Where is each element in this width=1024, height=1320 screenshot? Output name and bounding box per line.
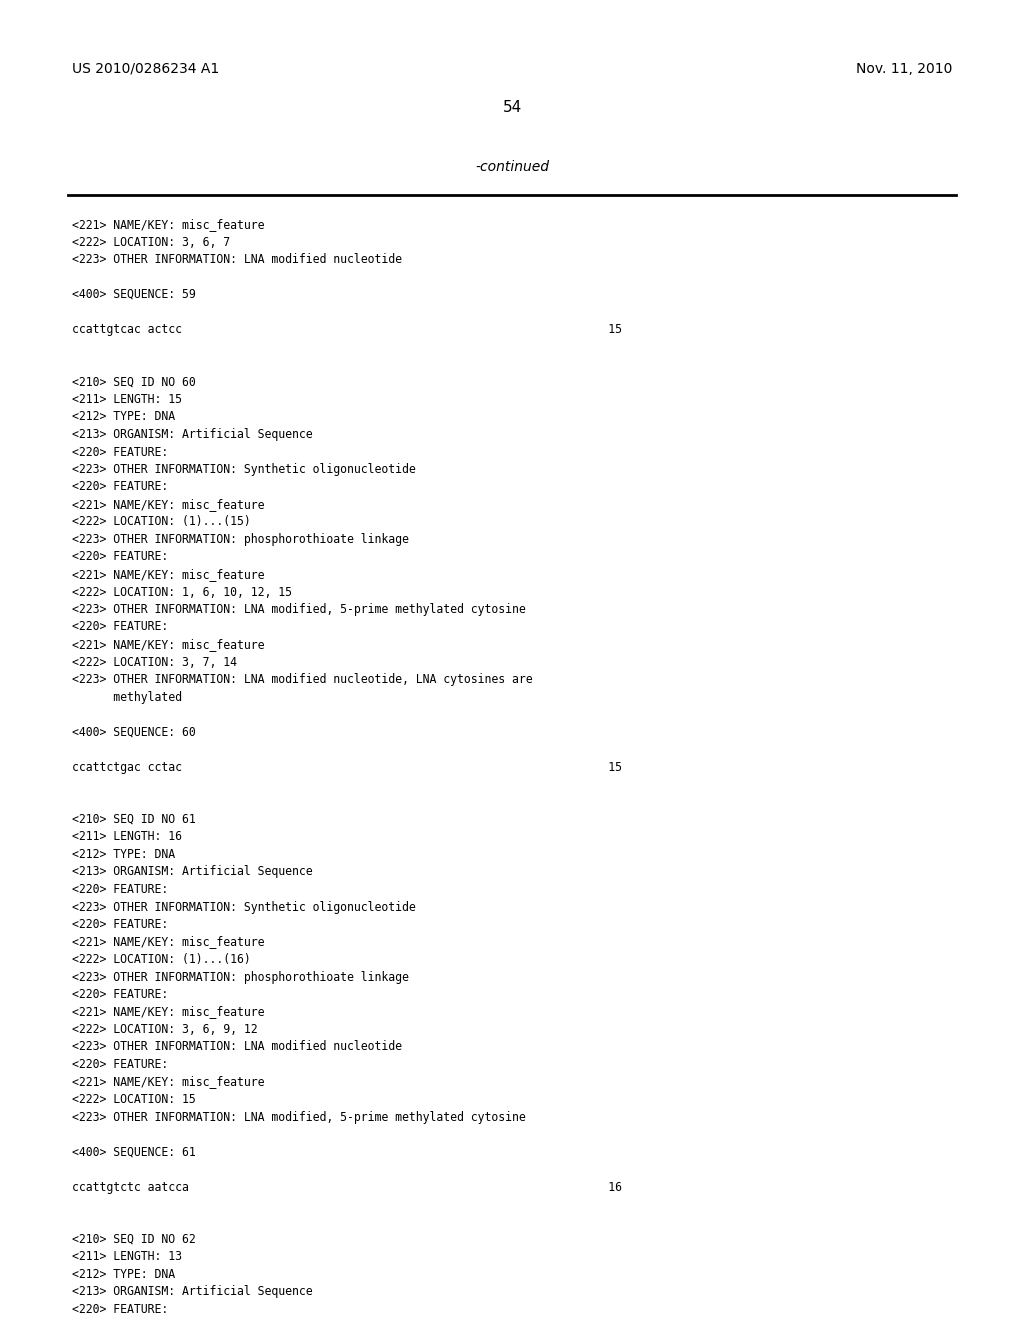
Text: <223> OTHER INFORMATION: LNA modified, 5-prime methylated cytosine: <223> OTHER INFORMATION: LNA modified, 5… bbox=[72, 1110, 525, 1123]
Text: <223> OTHER INFORMATION: LNA modified nucleotide: <223> OTHER INFORMATION: LNA modified nu… bbox=[72, 1040, 402, 1053]
Text: <212> TYPE: DNA: <212> TYPE: DNA bbox=[72, 1269, 175, 1280]
Text: ccattgtcac actcc                                                              15: ccattgtcac actcc 15 bbox=[72, 323, 622, 337]
Text: <221> NAME/KEY: misc_feature: <221> NAME/KEY: misc_feature bbox=[72, 218, 264, 231]
Text: <212> TYPE: DNA: <212> TYPE: DNA bbox=[72, 411, 175, 424]
Text: <222> LOCATION: 3, 7, 14: <222> LOCATION: 3, 7, 14 bbox=[72, 656, 237, 668]
Text: <221> NAME/KEY: misc_feature: <221> NAME/KEY: misc_feature bbox=[72, 498, 264, 511]
Text: <210> SEQ ID NO 60: <210> SEQ ID NO 60 bbox=[72, 375, 196, 388]
Text: US 2010/0286234 A1: US 2010/0286234 A1 bbox=[72, 62, 219, 77]
Text: <212> TYPE: DNA: <212> TYPE: DNA bbox=[72, 847, 175, 861]
Text: <223> OTHER INFORMATION: Synthetic oligonucleotide: <223> OTHER INFORMATION: Synthetic oligo… bbox=[72, 463, 416, 477]
Text: <220> FEATURE:: <220> FEATURE: bbox=[72, 446, 168, 458]
Text: <220> FEATURE:: <220> FEATURE: bbox=[72, 987, 168, 1001]
Text: <220> FEATURE:: <220> FEATURE: bbox=[72, 883, 168, 896]
Text: <223> OTHER INFORMATION: phosphorothioate linkage: <223> OTHER INFORMATION: phosphorothioat… bbox=[72, 970, 409, 983]
Text: 54: 54 bbox=[503, 100, 521, 115]
Text: <211> LENGTH: 16: <211> LENGTH: 16 bbox=[72, 830, 182, 843]
Text: <220> FEATURE:: <220> FEATURE: bbox=[72, 480, 168, 494]
Text: <213> ORGANISM: Artificial Sequence: <213> ORGANISM: Artificial Sequence bbox=[72, 1286, 312, 1299]
Text: <221> NAME/KEY: misc_feature: <221> NAME/KEY: misc_feature bbox=[72, 1076, 264, 1089]
Text: <220> FEATURE:: <220> FEATURE: bbox=[72, 550, 168, 564]
Text: <222> LOCATION: 1, 6, 10, 12, 15: <222> LOCATION: 1, 6, 10, 12, 15 bbox=[72, 586, 292, 598]
Text: <400> SEQUENCE: 60: <400> SEQUENCE: 60 bbox=[72, 726, 196, 738]
Text: <400> SEQUENCE: 59: <400> SEQUENCE: 59 bbox=[72, 288, 196, 301]
Text: Nov. 11, 2010: Nov. 11, 2010 bbox=[856, 62, 952, 77]
Text: ccattctgac cctac                                                              15: ccattctgac cctac 15 bbox=[72, 760, 622, 774]
Text: <213> ORGANISM: Artificial Sequence: <213> ORGANISM: Artificial Sequence bbox=[72, 428, 312, 441]
Text: <221> NAME/KEY: misc_feature: <221> NAME/KEY: misc_feature bbox=[72, 638, 264, 651]
Text: <220> FEATURE:: <220> FEATURE: bbox=[72, 1303, 168, 1316]
Text: <222> LOCATION: (1)...(16): <222> LOCATION: (1)...(16) bbox=[72, 953, 251, 966]
Text: <222> LOCATION: 15: <222> LOCATION: 15 bbox=[72, 1093, 196, 1106]
Text: <223> OTHER INFORMATION: LNA modified nucleotide, LNA cytosines are: <223> OTHER INFORMATION: LNA modified nu… bbox=[72, 673, 532, 686]
Text: -continued: -continued bbox=[475, 160, 549, 174]
Text: <222> LOCATION: (1)...(15): <222> LOCATION: (1)...(15) bbox=[72, 516, 251, 528]
Text: <223> OTHER INFORMATION: LNA modified, 5-prime methylated cytosine: <223> OTHER INFORMATION: LNA modified, 5… bbox=[72, 603, 525, 616]
Text: <400> SEQUENCE: 61: <400> SEQUENCE: 61 bbox=[72, 1146, 196, 1159]
Text: <220> FEATURE:: <220> FEATURE: bbox=[72, 1059, 168, 1071]
Text: <210> SEQ ID NO 62: <210> SEQ ID NO 62 bbox=[72, 1233, 196, 1246]
Text: <221> NAME/KEY: misc_feature: <221> NAME/KEY: misc_feature bbox=[72, 568, 264, 581]
Text: <220> FEATURE:: <220> FEATURE: bbox=[72, 620, 168, 634]
Text: <223> OTHER INFORMATION: LNA modified nucleotide: <223> OTHER INFORMATION: LNA modified nu… bbox=[72, 253, 402, 267]
Text: ccattgtctc aatcca                                                             16: ccattgtctc aatcca 16 bbox=[72, 1180, 622, 1193]
Text: methylated: methylated bbox=[72, 690, 182, 704]
Text: <213> ORGANISM: Artificial Sequence: <213> ORGANISM: Artificial Sequence bbox=[72, 866, 312, 879]
Text: <222> LOCATION: 3, 6, 7: <222> LOCATION: 3, 6, 7 bbox=[72, 235, 230, 248]
Text: <221> NAME/KEY: misc_feature: <221> NAME/KEY: misc_feature bbox=[72, 1006, 264, 1019]
Text: <223> OTHER INFORMATION: Synthetic oligonucleotide: <223> OTHER INFORMATION: Synthetic oligo… bbox=[72, 900, 416, 913]
Text: <211> LENGTH: 15: <211> LENGTH: 15 bbox=[72, 393, 182, 407]
Text: <222> LOCATION: 3, 6, 9, 12: <222> LOCATION: 3, 6, 9, 12 bbox=[72, 1023, 258, 1036]
Text: <221> NAME/KEY: misc_feature: <221> NAME/KEY: misc_feature bbox=[72, 936, 264, 949]
Text: <210> SEQ ID NO 61: <210> SEQ ID NO 61 bbox=[72, 813, 196, 826]
Text: <223> OTHER INFORMATION: phosphorothioate linkage: <223> OTHER INFORMATION: phosphorothioat… bbox=[72, 533, 409, 546]
Text: <220> FEATURE:: <220> FEATURE: bbox=[72, 917, 168, 931]
Text: <211> LENGTH: 13: <211> LENGTH: 13 bbox=[72, 1250, 182, 1263]
